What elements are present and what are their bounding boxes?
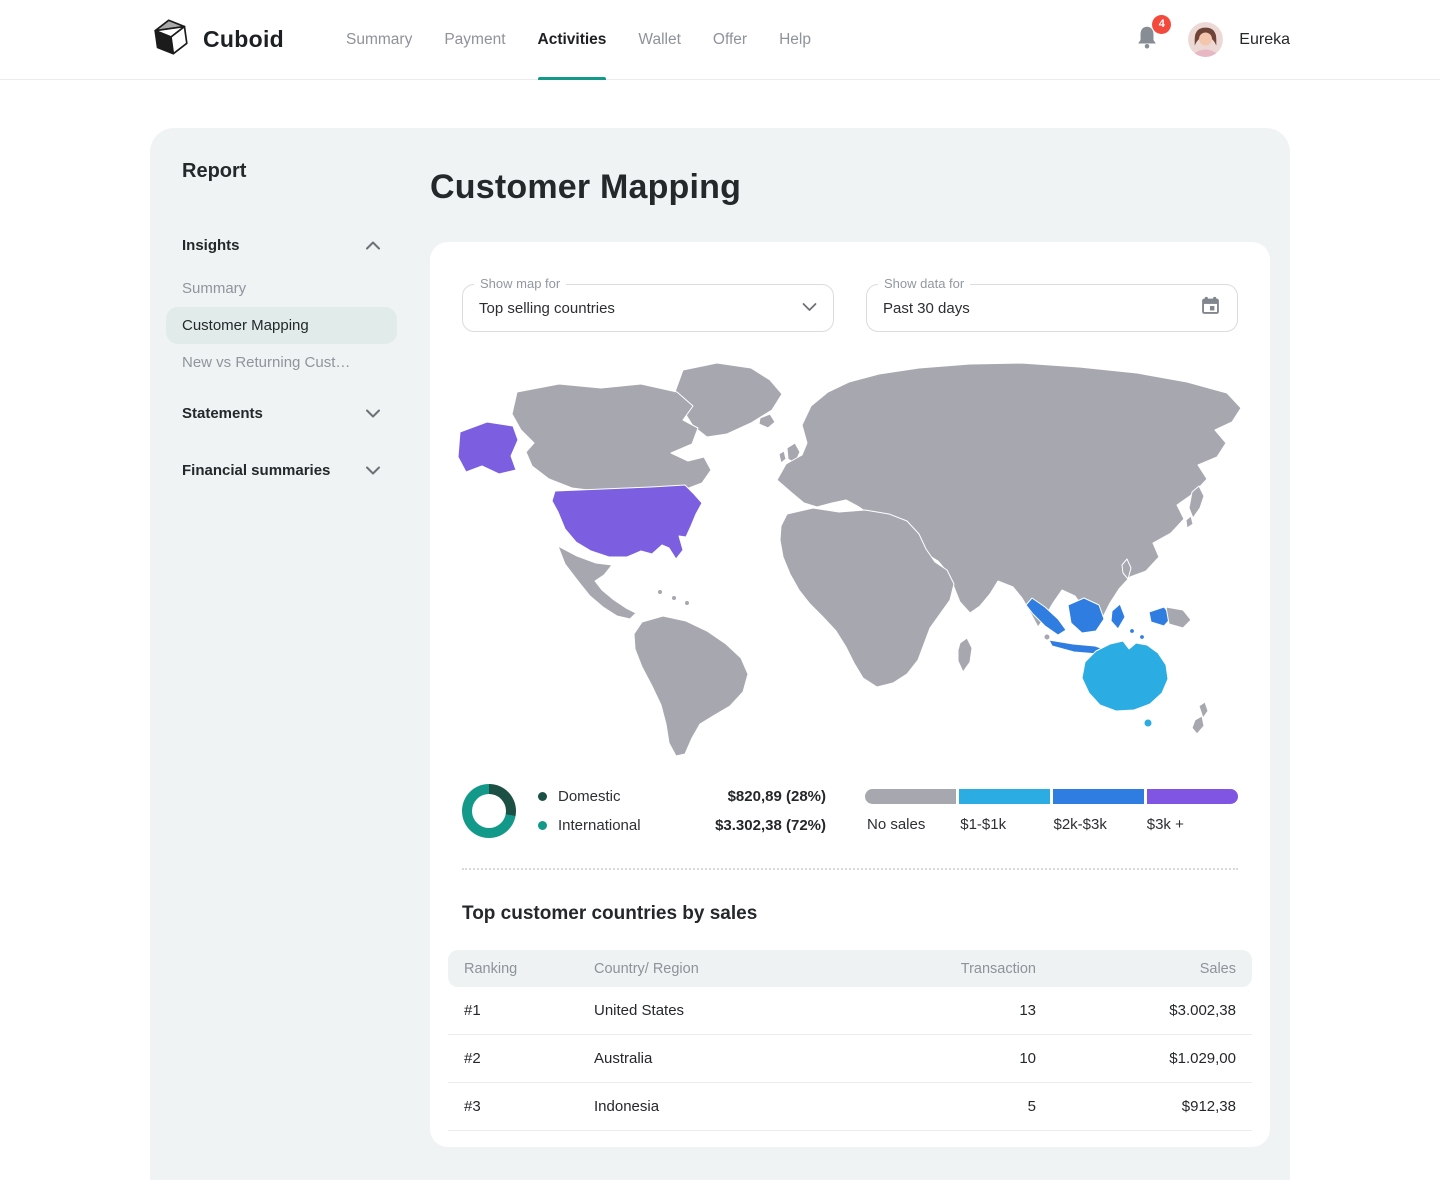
- content: Customer Mapping Show map for Top sellin…: [430, 128, 1290, 1180]
- cell-transaction: 5: [1027, 1098, 1036, 1115]
- sidebar-section-financial-summaries[interactable]: Financial summaries: [182, 462, 380, 479]
- scale-label: No sales: [867, 816, 926, 833]
- cell-country: United States: [594, 1002, 685, 1019]
- scale-bar: [865, 789, 1238, 804]
- column-sales: Sales: [1199, 960, 1236, 977]
- cell-country: Australia: [594, 1050, 653, 1067]
- sidebar-item-new-vs-returning[interactable]: New vs Returning Cust…: [182, 354, 351, 371]
- brand-name: Cuboid: [203, 26, 284, 52]
- top-bar-right: 4 Eureka: [1134, 14, 1290, 57]
- legend-value: $3.302,38 (72%): [715, 817, 826, 834]
- nav-item-wallet[interactable]: Wallet: [638, 30, 681, 48]
- scale-label: $3k +: [1146, 816, 1184, 833]
- legend-value: $820,89 (28%): [727, 788, 826, 805]
- donut-legend: Domestic $820,89 (28%) International $3.…: [538, 788, 826, 834]
- avatar[interactable]: [1188, 22, 1224, 57]
- sidebar-section-statements[interactable]: Statements: [182, 405, 380, 422]
- user-name[interactable]: Eureka: [1239, 30, 1290, 48]
- scale-labels: No sales $1-$1k $2k-$3k $3k +: [865, 816, 1238, 833]
- select-value: Top selling countries: [479, 299, 615, 317]
- cell-ranking: #3: [464, 1098, 481, 1115]
- scale-segment-1-1k: [959, 789, 1050, 804]
- section-label: Insights: [182, 237, 240, 254]
- cell-sales: $1.029,00: [1169, 1050, 1236, 1067]
- column-ranking: Ranking: [464, 960, 518, 977]
- nav-item-payment[interactable]: Payment: [444, 30, 506, 48]
- dotted-divider: [462, 868, 1238, 870]
- sidebar-item-customer-mapping[interactable]: Customer Mapping: [166, 307, 397, 344]
- nav-item-summary[interactable]: Summary: [346, 30, 413, 48]
- notifications-button[interactable]: 4: [1134, 14, 1172, 56]
- report-sidebar: Report Insights Summary Customer Mapping…: [150, 128, 430, 1180]
- page-title: Customer Mapping: [430, 168, 742, 206]
- chevron-down-icon: [366, 405, 380, 422]
- notification-badge: 4: [1152, 14, 1172, 34]
- legend-item-international: International $3.302,38 (72%): [538, 817, 826, 834]
- legend-row: Domestic $820,89 (28%) International $3.…: [462, 784, 1238, 838]
- international-dot-icon: [538, 821, 547, 830]
- cell-sales: $3.002,38: [1169, 1002, 1236, 1019]
- show-map-for-select[interactable]: Show map for Top selling countries: [462, 276, 834, 332]
- scale-label: $2k-$3k: [1053, 816, 1107, 833]
- calendar-icon: [1200, 295, 1221, 321]
- nav-item-activities[interactable]: Activities: [537, 0, 606, 80]
- scale-segment-2k-3k: [1053, 789, 1144, 804]
- cell-transaction: 10: [1019, 1050, 1036, 1067]
- domestic-dot-icon: [538, 792, 547, 801]
- legend-item-domestic: Domestic $820,89 (28%): [538, 788, 826, 805]
- world-map: [455, 360, 1245, 760]
- nav-item-offer[interactable]: Offer: [712, 30, 748, 48]
- cell-ranking: #1: [464, 1002, 481, 1019]
- select-label: Show map for: [474, 276, 567, 291]
- cell-country: Indonesia: [594, 1098, 660, 1115]
- column-transaction: Transaction: [960, 960, 1036, 977]
- sidebar-item-summary[interactable]: Summary: [182, 280, 247, 297]
- chevron-down-icon: [802, 299, 817, 317]
- select-label: Show data for: [878, 276, 971, 291]
- chevron-down-icon: [366, 462, 380, 479]
- table-row: #2 Australia 10 $1.029,00: [448, 1035, 1252, 1083]
- cuboid-logo-icon: [152, 18, 190, 61]
- table-row: #1 United States 13 $3.002,38: [448, 987, 1252, 1035]
- cell-ranking: #2: [464, 1050, 481, 1067]
- customer-mapping-card: Show map for Top selling countries Show …: [430, 242, 1270, 1147]
- sales-color-scale: No sales $1-$1k $2k-$3k $3k +: [865, 789, 1238, 833]
- legend-label: International: [558, 817, 641, 834]
- chevron-up-icon: [366, 237, 380, 254]
- legend-label: Domestic: [558, 788, 621, 805]
- cell-transaction: 13: [1019, 1002, 1036, 1019]
- show-data-for-select[interactable]: Show data for Past 30 days: [866, 276, 1238, 332]
- table-row: #3 Indonesia 5 $912,38: [448, 1083, 1252, 1131]
- sidebar-title: Report: [182, 160, 247, 182]
- main-panel: Report Insights Summary Customer Mapping…: [150, 128, 1290, 1180]
- section-label: Financial summaries: [182, 462, 331, 479]
- main-nav: Summary Payment Activities Wallet Offer …: [346, 0, 811, 80]
- donut-chart: [462, 784, 516, 838]
- column-country-region: Country/ Region: [594, 960, 699, 977]
- top-bar: Cuboid Summary Payment Activities Wallet…: [0, 0, 1440, 80]
- cell-sales: $912,38: [1181, 1098, 1236, 1115]
- select-value: Past 30 days: [883, 299, 970, 317]
- scale-segment-3k-plus: [1147, 789, 1238, 804]
- insights-submenu: Summary Customer Mapping New vs Returnin…: [166, 270, 430, 381]
- filters-row: Show map for Top selling countries Show …: [462, 276, 1238, 332]
- nav-item-help[interactable]: Help: [779, 30, 811, 48]
- section-label: Statements: [182, 405, 263, 422]
- table-header: Ranking Country/ Region Transaction Sale…: [448, 950, 1252, 987]
- sidebar-section-insights[interactable]: Insights: [182, 237, 380, 254]
- scale-segment-no-sales: [865, 789, 956, 804]
- bell-icon: [1134, 26, 1160, 55]
- table-title: Top customer countries by sales: [462, 903, 758, 924]
- scale-label: $1-$1k: [960, 816, 1007, 833]
- brand[interactable]: Cuboid: [152, 18, 284, 61]
